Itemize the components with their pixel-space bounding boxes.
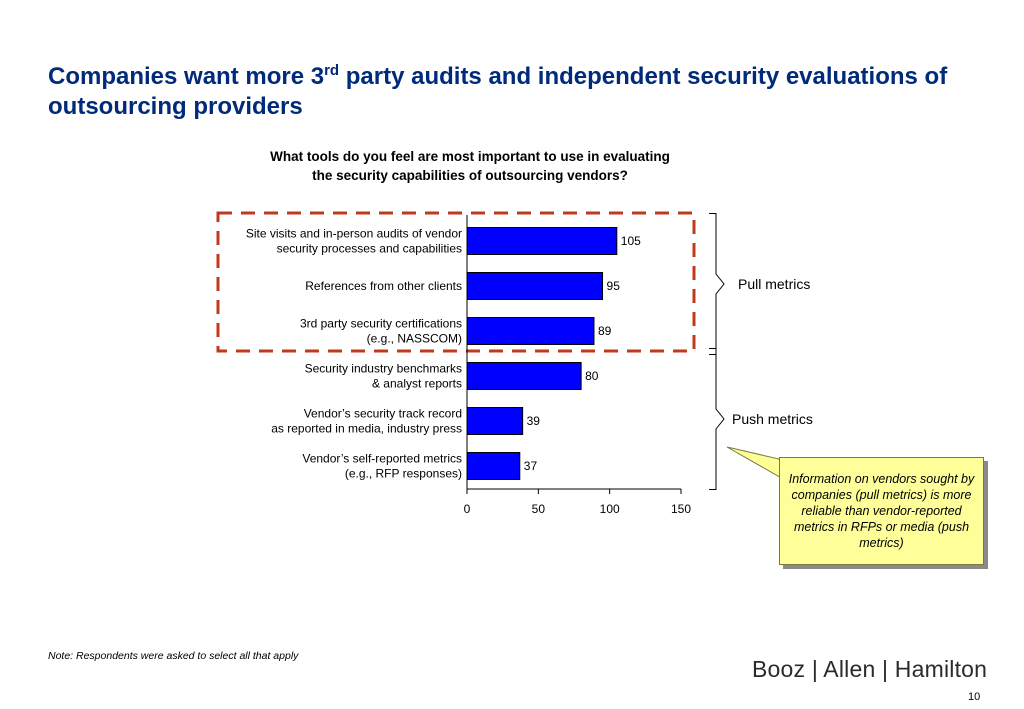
chart-question-line1: What tools do you feel are most importan… (270, 149, 670, 164)
bar-value-label: 39 (527, 414, 541, 428)
page-number: 10 (968, 691, 981, 703)
group-label: Push metrics (732, 411, 813, 427)
x-tick-label: 0 (464, 502, 471, 516)
bar-value-label: 89 (598, 324, 612, 338)
brand-logo: Booz | Allen | Hamilton (752, 656, 988, 682)
bar (466, 317, 595, 345)
group-bracket (709, 213, 725, 355)
chart-question-line2: the security capabilities of outsourcing… (312, 168, 628, 183)
category-label: & analyst reports (372, 377, 462, 391)
pull-metrics-highlight-box (216, 211, 696, 353)
category-label: References from other clients (305, 279, 462, 293)
category-label: Site visits and in-person audits of vend… (246, 227, 462, 241)
x-tick-label: 150 (671, 502, 691, 516)
bar-value-label: 105 (621, 234, 641, 248)
bar-value-label: 80 (585, 369, 599, 383)
bar (466, 227, 618, 255)
category-label: Vendor’s security track record (304, 407, 462, 421)
chart-question: What tools do you feel are most importan… (210, 147, 730, 185)
category-label: security processes and capabilities (277, 242, 462, 256)
category-label: Vendor’s self-reported metrics (302, 452, 462, 466)
callout-text: Information on vendors sought by compani… (788, 472, 975, 550)
category-label: (e.g., NASSCOM) (367, 332, 462, 346)
category-label: 3rd party security certifications (300, 317, 462, 331)
bar (466, 272, 604, 300)
category-label: as reported in media, industry press (271, 422, 462, 436)
x-tick-label: 100 (600, 502, 620, 516)
x-tick-label: 50 (532, 502, 546, 516)
slide-title: Companies want more 3rd party audits and… (48, 62, 978, 122)
bar-value-label: 37 (524, 459, 538, 473)
category-label: Security industry benchmarks (305, 362, 462, 376)
group-bracket (709, 348, 725, 490)
footnote: Note: Respondents were asked to select a… (48, 650, 299, 662)
title-superscript: rd (324, 62, 340, 79)
bar (466, 362, 582, 390)
title-text-end: party audits and independent security ev… (48, 63, 948, 120)
category-label: (e.g., RFP responses) (345, 467, 462, 481)
bar (466, 452, 521, 480)
callout-box: Information on vendors sought by compani… (779, 457, 984, 565)
bar-value-label: 95 (607, 279, 621, 293)
title-text-start: Companies want more 3 (48, 63, 325, 90)
bar (466, 407, 524, 435)
group-label: Pull metrics (738, 276, 810, 292)
